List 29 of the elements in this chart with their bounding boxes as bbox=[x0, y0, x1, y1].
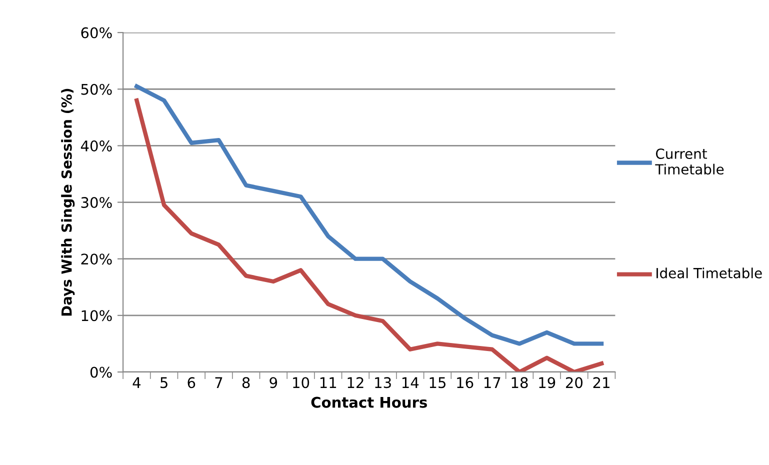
x-tick-label: 9 bbox=[270, 377, 278, 388]
x-tick-label: 4 bbox=[132, 377, 141, 388]
x-tick-label: 14 bbox=[402, 377, 419, 388]
x-tick-label: 16 bbox=[457, 377, 474, 388]
x-axis-title: Contact Hours bbox=[311, 396, 427, 408]
x-tick-label: 10 bbox=[293, 377, 310, 388]
x-tick-label: 15 bbox=[430, 377, 446, 388]
y-axis-title: Days With Single Session (%) bbox=[61, 88, 75, 316]
y-tick-label: 50% bbox=[81, 84, 112, 95]
y-tick-label: 30% bbox=[81, 196, 112, 208]
x-tick-label: 7 bbox=[215, 377, 222, 388]
x-tick-label: 18 bbox=[512, 377, 528, 388]
x-tick-label: 19 bbox=[539, 377, 556, 388]
x-tick-label: 12 bbox=[348, 377, 364, 388]
y-tick-label: 40% bbox=[80, 140, 112, 152]
x-tick-label: 8 bbox=[242, 377, 250, 388]
y-tick-label: 60% bbox=[81, 27, 112, 38]
x-tick-label: 5 bbox=[160, 377, 168, 388]
x-tick-label: 20 bbox=[566, 377, 582, 388]
legend-label: Current Timetable bbox=[655, 148, 724, 175]
y-tick-label: 0% bbox=[90, 366, 112, 378]
x-tick-label: 17 bbox=[484, 377, 500, 388]
x-tick-label: 13 bbox=[375, 377, 391, 388]
y-tick-label: 20% bbox=[81, 254, 112, 265]
y-tick-label: 10% bbox=[82, 310, 112, 322]
legend-label: Ideal Timetable bbox=[656, 268, 762, 278]
x-tick-label: 11 bbox=[320, 377, 336, 388]
x-tick-label: 21 bbox=[593, 377, 610, 388]
x-tick-label: 6 bbox=[188, 377, 196, 388]
